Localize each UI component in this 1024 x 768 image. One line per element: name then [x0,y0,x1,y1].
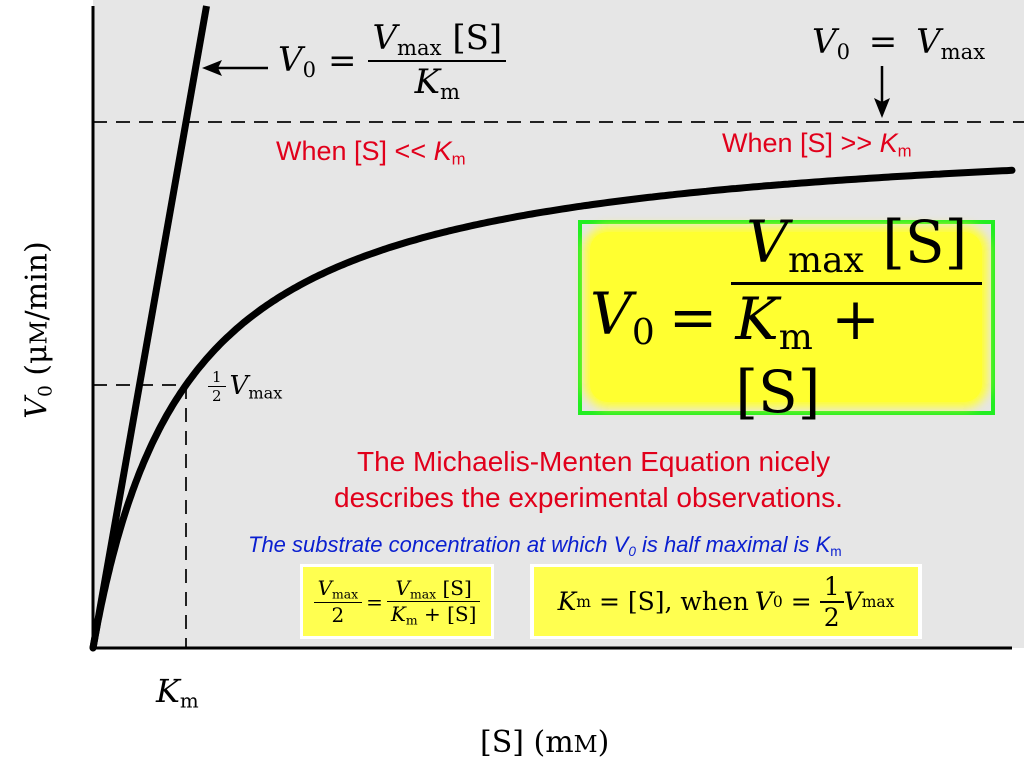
x-axis-title: [S] (mM) [480,725,610,760]
y-axis-title: V0 (μM/min) [19,241,57,419]
half-vmax-label: 1 2 Vmax [208,368,282,405]
description-line-1: The Michaelis-Menten Equation nicely [357,446,831,477]
michaelis-menten-equation: V0 = Vmax [S] Km + [S] [590,208,982,426]
initial-slope-equation: V0 = Vmax [S] Km [278,18,507,104]
x-tick-km: Km [156,672,199,713]
slope-arrow-head [202,60,222,76]
description-line-2: describes the experimental observations. [334,482,843,513]
vmax-arrow-head [874,98,890,118]
vmax-equation: V0 = Vmax [812,22,986,64]
low-substrate-note: When [S] << Km [276,136,466,169]
initial-slope-line [89,5,210,649]
high-substrate-note: When [S] >> Km [722,128,912,161]
half-vmax-equation: Vmax 2 = Vmax [S] Km + [S] [303,567,491,636]
michaelis-menten-curve [89,166,1016,652]
half-maximal-note: The substrate concentration at which V0 … [248,532,842,559]
